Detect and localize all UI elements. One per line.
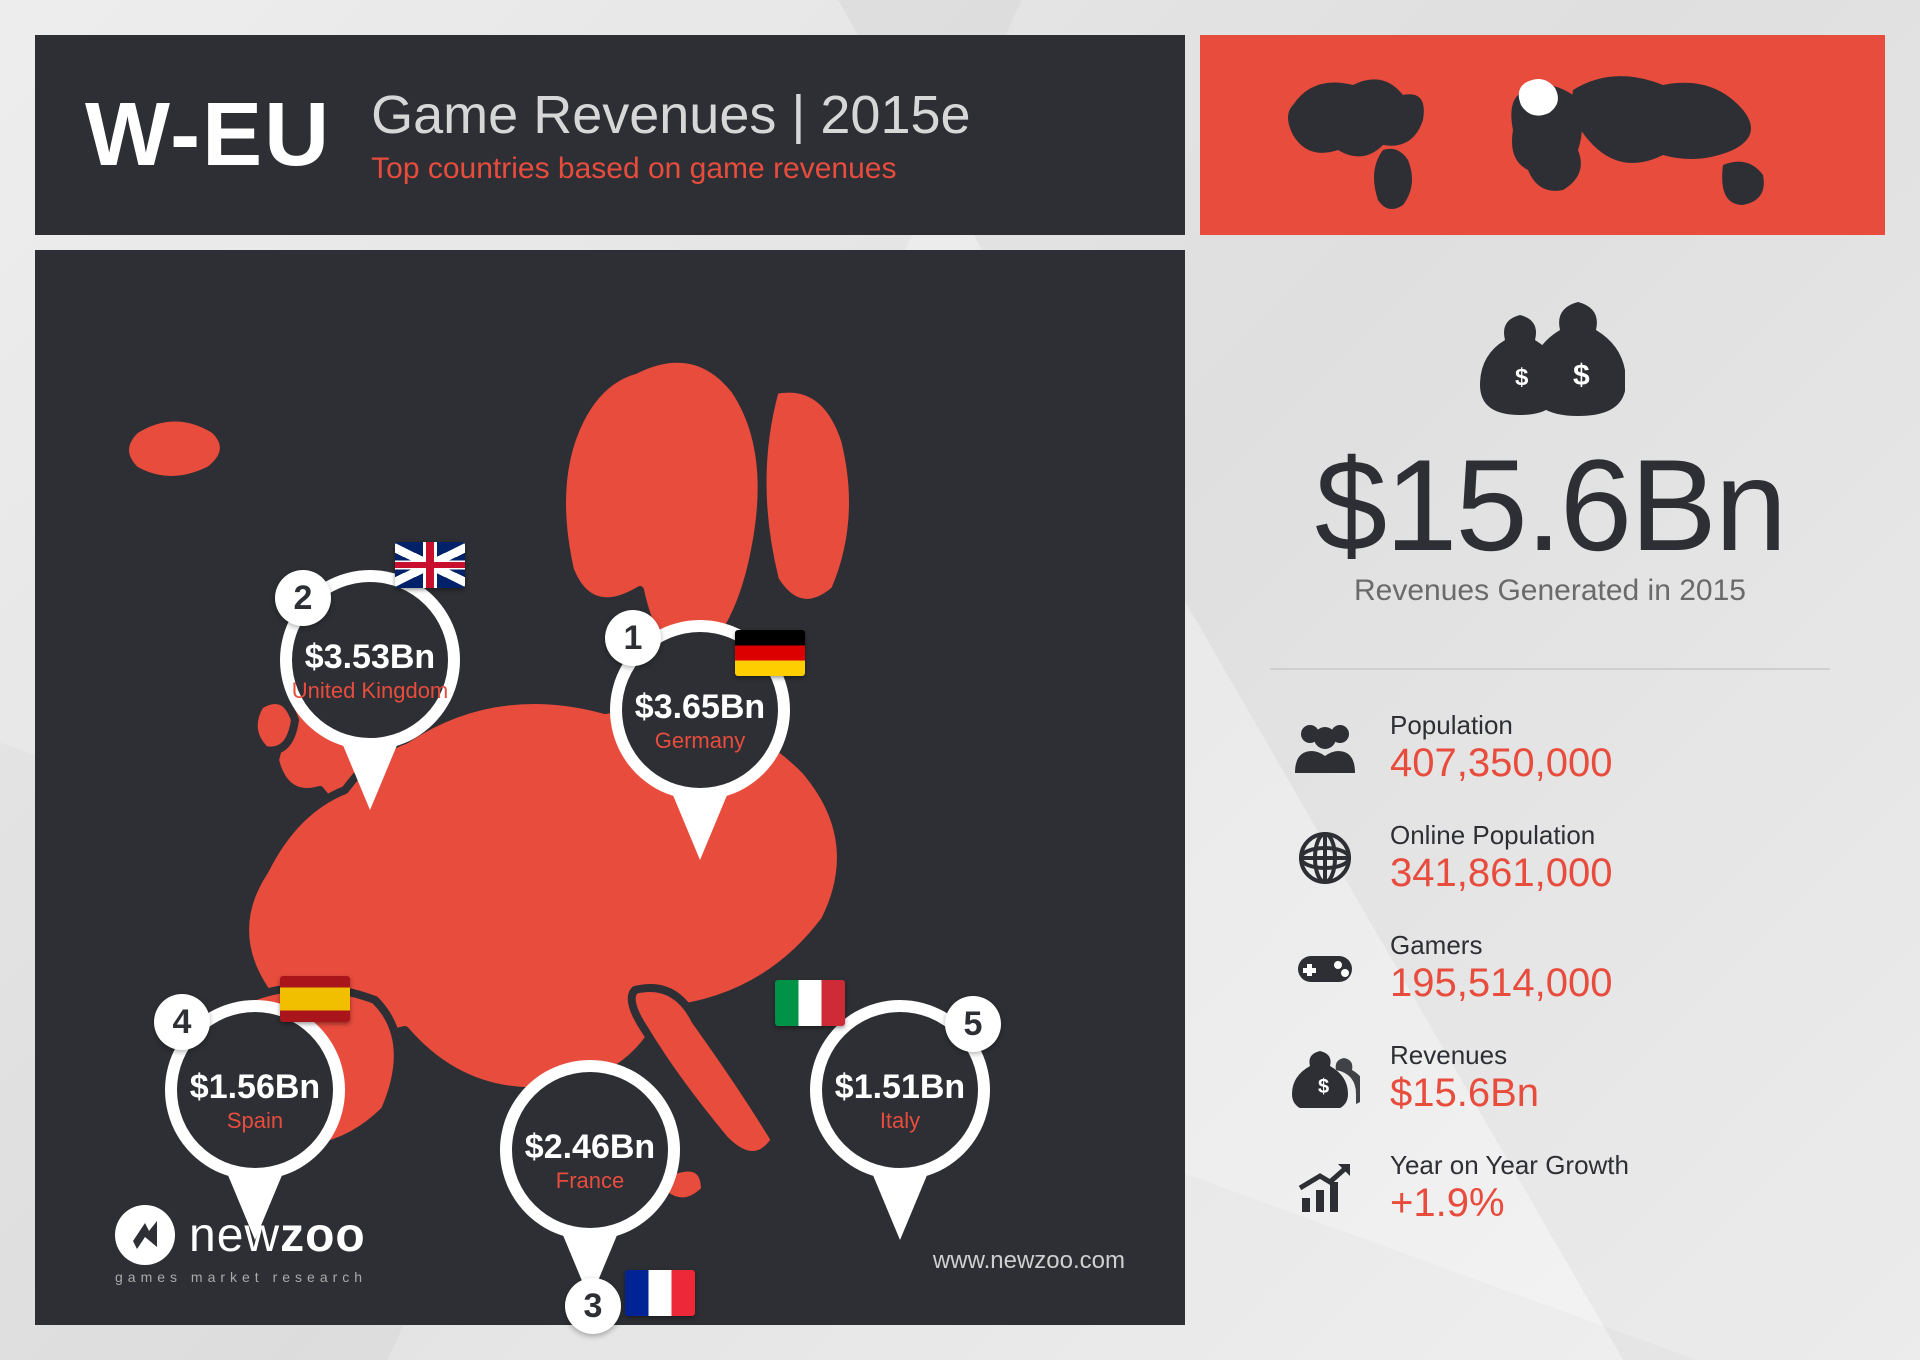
- flag-fr-icon: [625, 1270, 695, 1316]
- svg-text:$: $: [1573, 359, 1590, 392]
- stat-value: 341,861,000: [1390, 851, 1612, 896]
- growth-icon: [1290, 1158, 1360, 1218]
- logo-text-a: new: [189, 1209, 280, 1262]
- stat-label: Population: [1390, 710, 1612, 741]
- headline-caption: Revenues Generated in 2015: [1354, 574, 1746, 608]
- region-badge: W-EU: [85, 84, 331, 187]
- europe-map: [75, 310, 1145, 1210]
- globe-icon: [1290, 828, 1360, 888]
- logo-tagline: games market research: [115, 1269, 367, 1285]
- divider: [1270, 668, 1830, 670]
- logo-mark: [115, 1205, 175, 1265]
- page-subtitle: Top countries based on game revenues: [371, 152, 970, 186]
- stat-label: Year on Year Growth: [1390, 1150, 1629, 1181]
- logo-text-b: zoo: [280, 1209, 366, 1262]
- stat-label: Gamers: [1390, 930, 1612, 961]
- stat-label: Online Population: [1390, 820, 1612, 851]
- website-url: www.newzoo.com: [933, 1247, 1125, 1275]
- stat-value: $15.6Bn: [1390, 1071, 1539, 1116]
- stat-row-globe: Online Population341,861,000: [1290, 820, 1830, 896]
- brand-logo: newzoo games market research: [115, 1205, 367, 1285]
- stat-value: 407,350,000: [1390, 741, 1612, 786]
- stats-panel: $ $ $15.6Bn Revenues Generated in 2015 P…: [1230, 300, 1870, 1226]
- moneybag-icon: $: [1290, 1048, 1360, 1108]
- header-title-panel: W-EU Game Revenues | 2015e Top countries…: [35, 35, 1185, 235]
- stat-row-people: Population407,350,000: [1290, 710, 1830, 786]
- stat-row-gamepad: Gamers195,514,000: [1290, 930, 1830, 1006]
- svg-text:$: $: [1515, 364, 1529, 391]
- stat-value: 195,514,000: [1390, 961, 1612, 1006]
- headline-value: $15.6Bn: [1315, 430, 1785, 580]
- stat-value: +1.9%: [1390, 1181, 1629, 1226]
- svg-text:$: $: [1318, 1076, 1329, 1098]
- stat-row-growth: Year on Year Growth+1.9%: [1290, 1150, 1830, 1226]
- page-title: Game Revenues | 2015e: [371, 84, 970, 146]
- header: W-EU Game Revenues | 2015e Top countries…: [0, 0, 1920, 250]
- stat-label: Revenues: [1390, 1040, 1539, 1071]
- stat-row-moneybag: $ Revenues$15.6Bn: [1290, 1040, 1830, 1116]
- world-map-icon: [1263, 55, 1823, 215]
- people-icon: [1290, 718, 1360, 778]
- logo-text: newzoo: [189, 1208, 366, 1263]
- moneybags-icon: $ $: [1475, 300, 1625, 420]
- gamepad-icon: [1290, 938, 1360, 998]
- map-panel: 1$3.65BnGermany 2$3.53BnUnited Kingdom 3…: [35, 250, 1185, 1325]
- world-map-panel: [1200, 35, 1885, 235]
